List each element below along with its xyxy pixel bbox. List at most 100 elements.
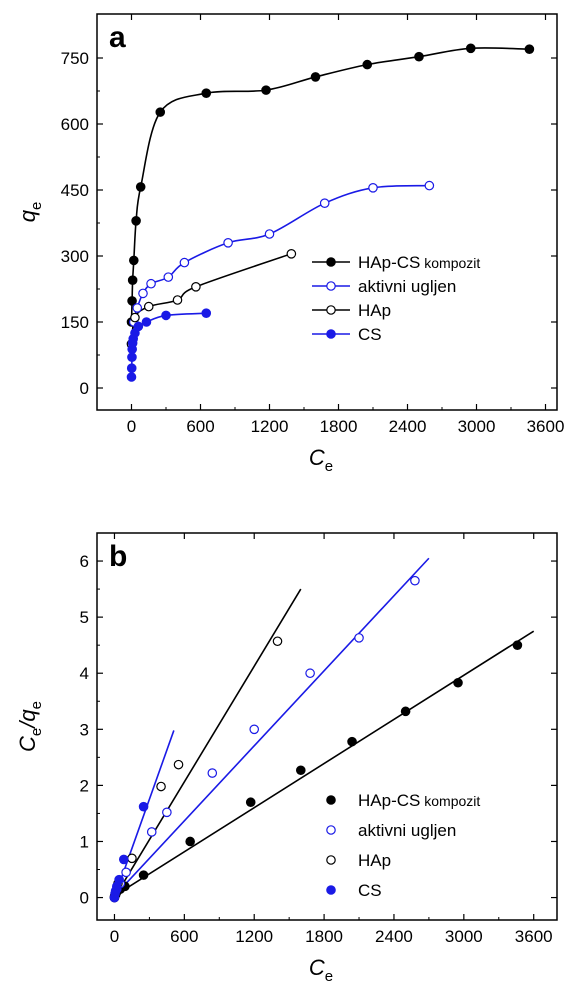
data-point (310, 72, 321, 82)
y-tick-label: 150 (61, 313, 89, 332)
x-tick-label: 1200 (251, 417, 289, 436)
data-point (465, 43, 476, 54)
y-tick-label: 750 (61, 49, 89, 68)
data-point (146, 827, 157, 837)
data-point (410, 575, 420, 586)
x-tick-label: 3600 (515, 927, 553, 946)
data-point (400, 706, 411, 717)
legend-label: aktivni ugljen (358, 821, 456, 840)
series-group (109, 557, 535, 903)
data-point (138, 801, 149, 812)
y-tick-label: 0 (80, 889, 89, 908)
series-group (126, 43, 535, 382)
data-point (156, 781, 166, 792)
data-point (131, 216, 141, 226)
data-point (185, 836, 195, 847)
data-point (272, 636, 283, 647)
data-point (261, 85, 271, 95)
data-point (173, 759, 184, 770)
x-axis-title: Ce (309, 955, 333, 985)
data-point (127, 853, 137, 864)
legend-label: HAp-CS kompozit (358, 253, 480, 272)
legend-label: HAp-CS kompozit (358, 791, 480, 810)
series-line (130, 253, 292, 345)
data-point (162, 807, 172, 818)
legend-label: CS (358, 325, 382, 344)
data-point (146, 278, 156, 289)
fit-line (113, 588, 302, 898)
data-point (127, 352, 137, 362)
legend-marker (326, 885, 336, 895)
data-point (524, 44, 535, 54)
legend-marker (326, 855, 336, 865)
data-point (143, 301, 154, 312)
panel-label: b (109, 540, 127, 573)
y-tick-label: 5 (80, 608, 89, 627)
data-point (135, 182, 146, 192)
y-tick-label: 4 (80, 664, 89, 683)
data-point (201, 308, 212, 318)
data-point (118, 854, 129, 865)
legend-marker (326, 795, 336, 805)
series-line (130, 47, 530, 323)
data-point (127, 296, 137, 306)
x-tick-label: 2400 (375, 927, 413, 946)
data-point (362, 59, 373, 70)
data-point (126, 372, 137, 382)
data-point (191, 281, 201, 292)
data-point (127, 275, 138, 285)
x-tick-label: 0 (110, 927, 119, 946)
chart-a: 0 600 1200 1800 2400 3000 3600 0 150 300 450 600 750… (15, 13, 565, 475)
legend-label: CS (358, 881, 382, 900)
data-point (179, 257, 190, 268)
y-axis-title: qe (15, 202, 45, 223)
fit-line (114, 630, 535, 897)
y-tick-label: 300 (61, 247, 89, 266)
data-point (172, 295, 183, 305)
data-point (453, 677, 463, 688)
legend-label: HAp (358, 851, 391, 870)
y-axis-title: Ce/qe (15, 701, 45, 752)
legend-marker (326, 281, 336, 291)
x-tick-label: 3600 (527, 417, 565, 436)
data-point (286, 249, 297, 259)
data-point (368, 183, 378, 193)
legend-marker (326, 329, 336, 339)
y-tick-label: 450 (61, 181, 89, 200)
data-point (305, 668, 315, 679)
y-tick-label: 0 (80, 379, 89, 398)
data-point (141, 317, 152, 327)
data-point (132, 303, 143, 313)
x-axis-title: Ce (309, 445, 333, 475)
y-tick-label: 1 (80, 832, 89, 851)
y-tick-label: 600 (61, 115, 89, 134)
data-point (114, 874, 124, 885)
panel-label: a (109, 21, 126, 54)
data-point (424, 180, 435, 191)
data-point (126, 363, 137, 373)
data-point (121, 867, 131, 878)
data-point (138, 288, 148, 299)
fit-line (113, 557, 430, 897)
x-tick-label: 3000 (445, 927, 483, 946)
x-tick-label: 0 (127, 417, 136, 436)
data-point (319, 198, 330, 208)
data-point (130, 312, 140, 323)
data-point (133, 321, 144, 332)
data-point (347, 736, 357, 747)
data-point (512, 640, 523, 650)
data-point (138, 870, 149, 880)
plot-frame (96, 532, 558, 921)
data-point (201, 88, 212, 98)
data-point (161, 310, 171, 321)
y-tick-label: 6 (80, 552, 89, 571)
x-tick-label: 600 (186, 417, 214, 436)
x-tick-label: 1800 (305, 927, 343, 946)
data-point (207, 768, 218, 778)
x-tick-label: 3000 (458, 417, 496, 436)
data-point (155, 107, 166, 117)
plot-frame (96, 13, 558, 411)
data-point (129, 255, 139, 266)
legend-marker (326, 257, 336, 267)
data-point (223, 238, 233, 248)
